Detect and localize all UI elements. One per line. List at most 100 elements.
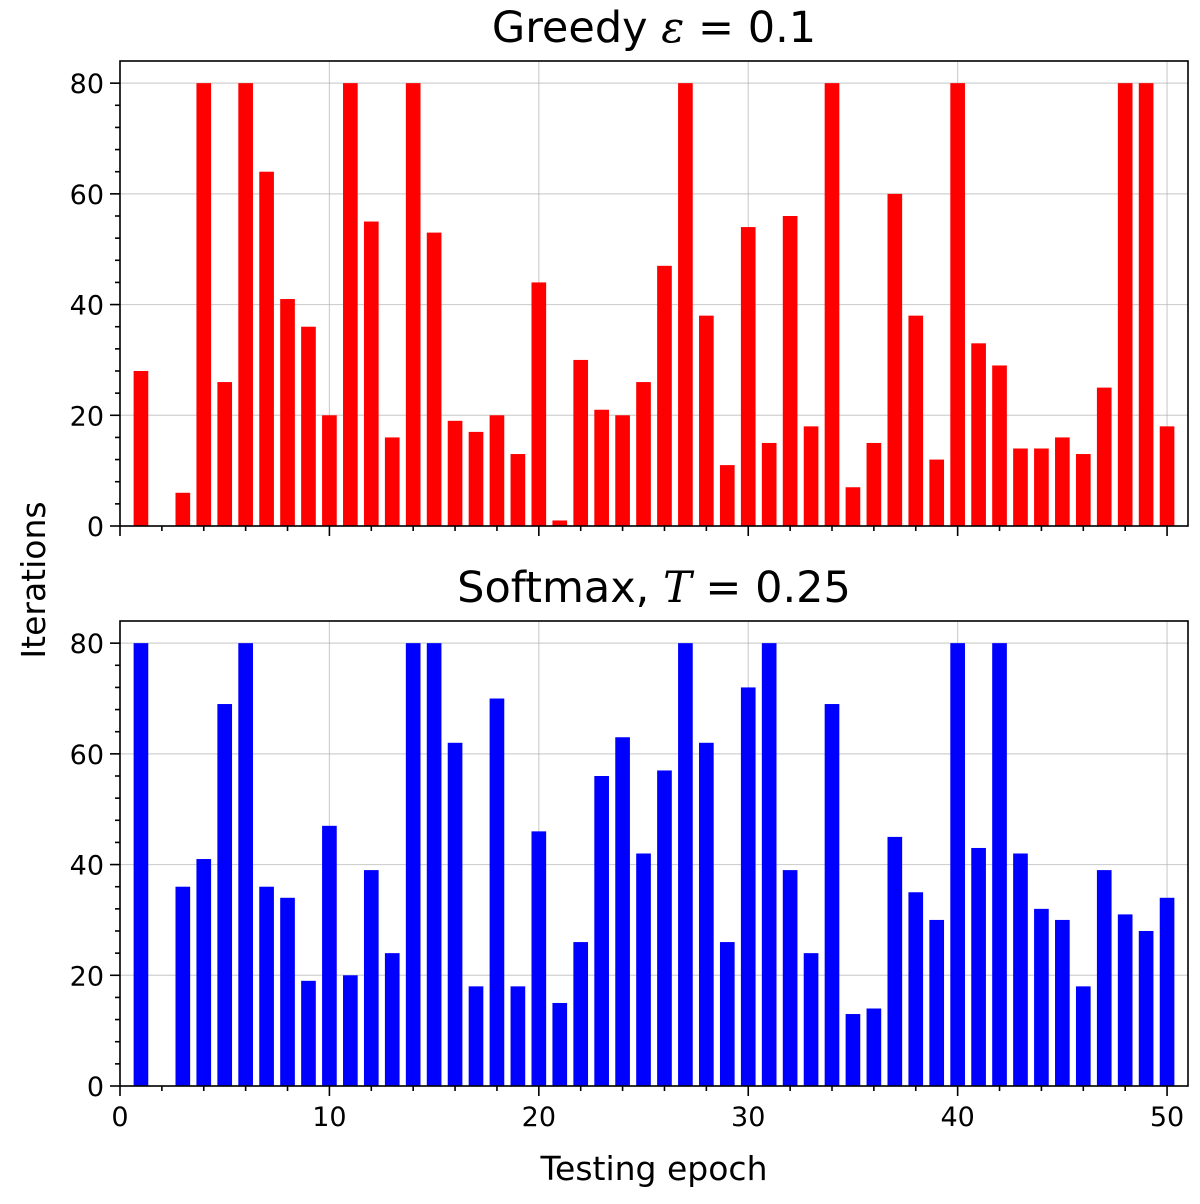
bar-epoch-12 [363,221,379,527]
bar-epoch-27 [678,83,693,527]
bar-epoch-9 [301,980,316,1086]
x-tick-label: 40 [940,1102,974,1133]
bar-epoch-47 [1096,870,1112,1086]
chart-panel-2: 0 10 20 30 40 50 0 20 40 60 80 Softmax, T = 0.25 [70,563,1189,1133]
bar-epoch-9 [301,326,316,526]
bar-epoch-46 [1075,986,1091,1086]
bar-epoch-34 [824,704,840,1086]
bar-epoch-4 [196,83,212,527]
bar-epoch-19 [510,986,526,1086]
chart-title: Greedy ε = 0.1 [492,3,816,53]
bar-epoch-39 [929,459,945,526]
bar-epoch-8 [280,299,295,526]
bar-epoch-17 [468,986,484,1086]
bar-epoch-7 [259,886,274,1086]
plot-frame [119,60,1189,527]
bar-epoch-1 [133,371,149,526]
y-tick-label: 40 [70,851,104,882]
y-tick-label: 0 [87,512,104,543]
bar-epoch-11 [343,83,358,527]
bar-epoch-28 [699,315,714,526]
bar-epoch-50 [1159,426,1175,526]
bar-epoch-4 [196,859,212,1086]
bar-epoch-30 [740,227,756,527]
bar-epoch-49 [1138,83,1154,527]
bar-epoch-26 [657,265,672,526]
bar-epoch-49 [1138,931,1154,1086]
bar-epoch-32 [782,216,798,526]
bar-epoch-42 [992,365,1007,526]
y-tick-label: 0 [87,1072,104,1103]
bar-epoch-26 [657,770,672,1086]
bar-epoch-20 [531,831,547,1086]
bar-epoch-48 [1117,914,1133,1086]
bar-epoch-17 [468,431,484,526]
bar-epoch-21 [552,520,568,526]
bar-epoch-13 [384,953,400,1086]
bar-epoch-45 [1055,919,1070,1086]
bar-epoch-6 [238,83,253,527]
bar-epoch-11 [343,975,358,1086]
x-tick-label: 30 [731,1102,765,1133]
bar-epoch-22 [573,942,589,1086]
bar-epoch-45 [1055,437,1070,526]
y-tick-label: 80 [70,69,104,100]
bar-epoch-50 [1159,897,1175,1086]
bar-epoch-13 [384,437,400,526]
y-tick-label: 20 [70,961,104,992]
bar-epoch-24 [615,737,630,1086]
bar-epoch-39 [929,919,945,1086]
bar-epoch-16 [447,742,463,1086]
bar-epoch-16 [447,420,463,526]
bar-epoch-29 [719,942,735,1086]
bar-epoch-8 [280,897,295,1086]
bar-epoch-42 [992,643,1007,1086]
bar-epoch-44 [1034,448,1049,526]
bar-epoch-10 [322,415,337,526]
bar-epoch-6 [238,643,253,1086]
bar-epoch-15 [426,643,442,1086]
bar-epoch-23 [594,776,609,1086]
bar-epoch-48 [1117,83,1133,527]
bar-epoch-36 [866,442,882,526]
y-tick-label: 60 [70,180,104,211]
bar-epoch-27 [678,643,693,1086]
bar-epoch-1 [133,643,149,1086]
x-tick-label: 50 [1150,1102,1184,1133]
bar-epoch-18 [489,415,505,526]
y-tick-label: 40 [70,291,104,322]
bar-epoch-36 [866,1008,882,1086]
bar-epoch-14 [405,643,421,1086]
bar-epoch-46 [1075,454,1091,526]
bar-epoch-40 [950,643,965,1086]
y-axis-label: Iterations [14,501,53,658]
bar-epoch-3 [175,492,191,526]
plot-frame [119,620,1189,1087]
bar-epoch-43 [1013,853,1028,1086]
bar-epoch-12 [363,870,379,1086]
bar-epoch-3 [175,886,191,1086]
bar-epoch-40 [950,83,965,527]
bar-epoch-25 [636,853,651,1086]
bar-epoch-25 [636,382,651,526]
bar-epoch-10 [322,825,337,1086]
y-tick-label: 60 [70,740,104,771]
bar-epoch-29 [719,465,735,526]
chart-panel-1: 0 20 40 60 80 Greedy ε = 0.1 [70,3,1189,543]
bar-epoch-32 [782,870,798,1086]
bar-epoch-23 [594,409,609,526]
bar-epoch-43 [1013,448,1028,526]
bar-epoch-7 [259,171,274,526]
x-tick-label: 20 [522,1102,556,1133]
bar-epoch-31 [761,643,777,1086]
bar-epoch-24 [615,415,630,526]
bar-epoch-35 [845,487,861,526]
bar-epoch-47 [1096,387,1112,526]
bar-epoch-19 [510,454,526,526]
y-tick-label: 80 [70,629,104,660]
bar-epoch-5 [217,382,233,526]
x-tick-label: 10 [312,1102,346,1133]
bar-epoch-30 [740,687,756,1086]
